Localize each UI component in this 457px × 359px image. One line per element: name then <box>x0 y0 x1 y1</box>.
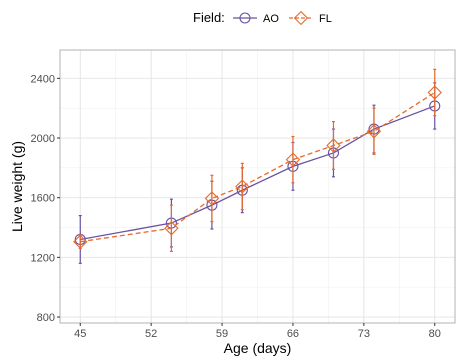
legend-item-fl: FL <box>289 10 332 26</box>
data-point-fl <box>326 138 341 153</box>
x-tick-label: 80 <box>429 328 441 340</box>
x-tick-label: 59 <box>216 328 228 340</box>
data-point-fl <box>427 85 442 100</box>
x-tick-label: 45 <box>74 328 86 340</box>
series-fl <box>73 68 442 252</box>
data-point-fl <box>285 152 301 167</box>
x-tick-label: 52 <box>145 328 157 340</box>
series-line-fl <box>80 91 436 243</box>
series-line-ao <box>80 105 435 241</box>
data-point-fl <box>204 191 220 206</box>
data-point-fl <box>235 179 250 194</box>
x-tick-label: 73 <box>358 328 370 340</box>
data-point-fl <box>164 221 179 236</box>
series-layer <box>73 68 442 264</box>
data-point-fl <box>366 124 382 139</box>
legend: Field: AO FL <box>193 10 332 26</box>
legend-key-marker-ao <box>239 12 251 24</box>
legend-title: Field: <box>193 10 225 25</box>
legend-item-ao: AO <box>233 12 279 25</box>
y-tick-label: 1200 <box>31 252 55 264</box>
legend-key-marker-fl <box>293 10 309 26</box>
y-axis-title: Live weight (g) <box>9 141 25 232</box>
x-axis-title: Age (days) <box>224 340 292 356</box>
y-tick-label: 1600 <box>31 193 55 205</box>
legend-label-ao: AO <box>263 13 279 25</box>
legend-label-fl: FL <box>319 13 332 25</box>
data-point-fl <box>73 234 88 249</box>
x-tick-label: 66 <box>287 328 299 340</box>
axes: 45 52 59 66 73 80 800 1200 1600 2000 2400 <box>31 73 441 340</box>
y-tick-label: 2400 <box>31 73 55 85</box>
grid-lines <box>60 50 455 323</box>
plot-border <box>59 49 456 324</box>
y-tick-label: 2000 <box>31 133 55 145</box>
y-tick-label: 800 <box>37 312 55 324</box>
